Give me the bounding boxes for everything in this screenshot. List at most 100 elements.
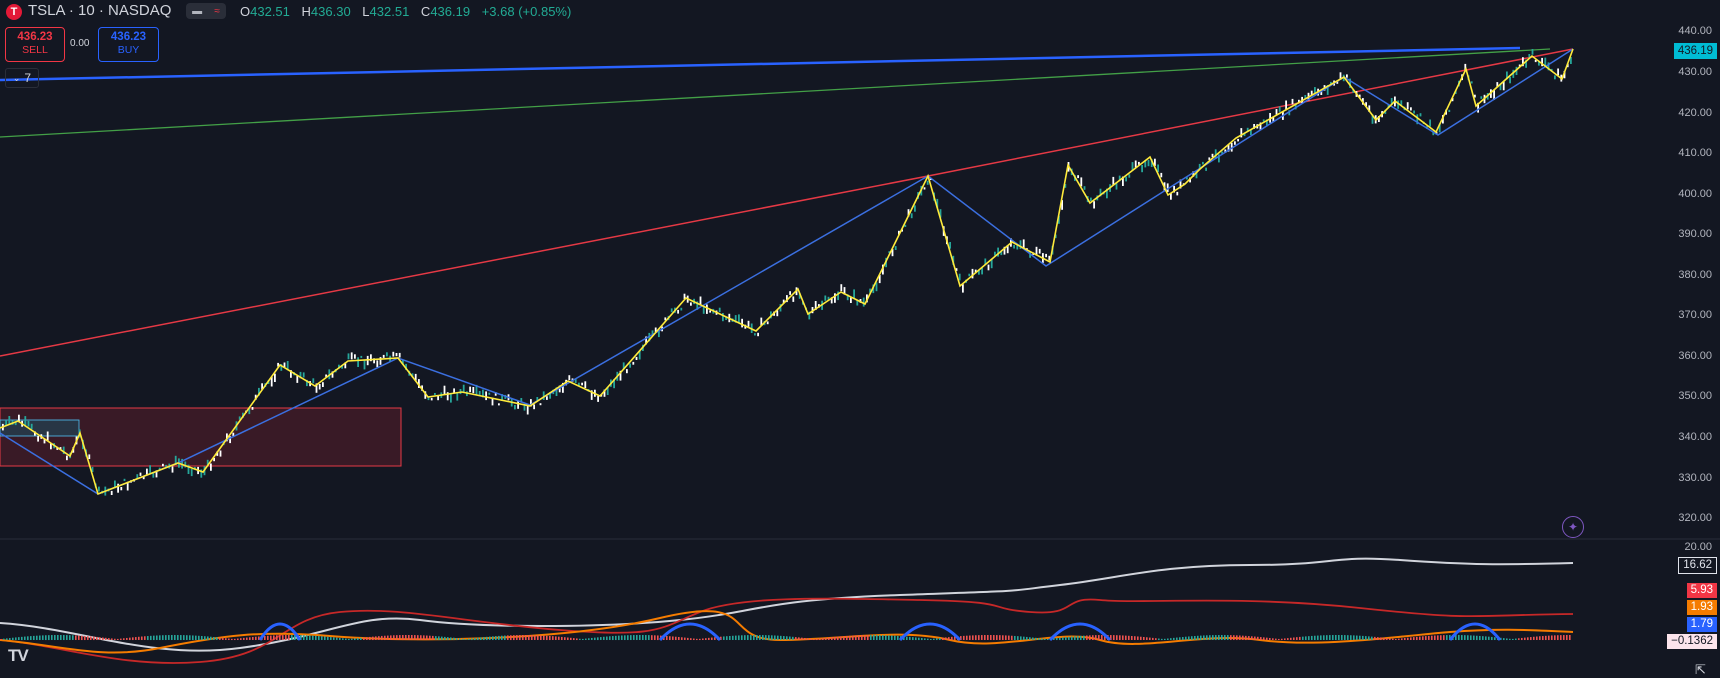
histogram-bar	[243, 637, 245, 640]
candle	[360, 355, 363, 358]
last-price-tag: 436.19	[1673, 43, 1717, 59]
candle	[142, 476, 145, 480]
candle	[1544, 57, 1547, 66]
histogram-bar	[390, 635, 392, 641]
histogram-bar	[456, 638, 458, 641]
histogram-bar	[591, 637, 593, 640]
histogram-bar	[231, 638, 233, 641]
candle	[123, 478, 126, 481]
candle	[1118, 175, 1121, 182]
momentum-bump	[658, 622, 722, 642]
blue-trendline[interactable]	[0, 46, 1521, 82]
candle	[280, 364, 283, 371]
buy-price: 436.23	[110, 31, 147, 43]
yellow-zigzag-line[interactable]	[0, 48, 1574, 496]
histogram-bar	[1233, 635, 1235, 641]
change-value: +3.68 (+0.85%)	[481, 4, 572, 19]
histogram-bar	[1095, 635, 1097, 641]
hide-icon[interactable]: ▬	[192, 5, 203, 17]
histogram-bar	[1461, 635, 1463, 640]
candle	[808, 311, 811, 320]
candle	[8, 416, 11, 425]
candle	[670, 308, 673, 313]
candle	[1013, 244, 1015, 249]
histogram-bar	[822, 638, 824, 641]
candle	[1058, 215, 1060, 224]
candle	[1304, 95, 1307, 100]
candle	[738, 314, 740, 323]
candle	[347, 353, 350, 360]
histogram-bar	[1089, 635, 1091, 641]
histogram-bar	[375, 636, 377, 640]
histogram-bar	[1560, 635, 1562, 641]
histogram-bar	[327, 636, 329, 640]
histogram-bar	[1197, 635, 1199, 640]
candle	[395, 353, 398, 357]
histogram-bar	[978, 635, 980, 641]
symbol-title[interactable]: TSLA · 10 · NASDAQ	[28, 2, 172, 19]
candle	[722, 313, 724, 322]
candle	[1310, 90, 1313, 96]
green-trendline[interactable]	[0, 48, 1551, 138]
histogram-bar	[267, 635, 269, 640]
candle	[443, 385, 446, 394]
histogram-bar	[639, 635, 641, 641]
candle	[472, 387, 475, 394]
histogram-bar	[1503, 638, 1505, 641]
candle	[1173, 185, 1175, 193]
histogram-bar	[360, 637, 362, 640]
candle	[382, 354, 385, 358]
histogram-bar	[744, 635, 746, 640]
histogram-bar	[1071, 636, 1073, 641]
histogram-bar	[951, 636, 953, 641]
candle	[494, 392, 497, 396]
histogram-bar	[825, 637, 827, 640]
histogram-bar	[1542, 636, 1544, 641]
histogram-bar	[42, 635, 44, 640]
buy-button[interactable]: 436.23 BUY	[98, 27, 159, 62]
histogram-bar	[1455, 635, 1457, 641]
candle	[651, 330, 654, 334]
histogram-bar	[216, 637, 218, 640]
histogram-bar	[1557, 635, 1559, 641]
histogram-bar	[777, 635, 779, 640]
sell-button[interactable]: 436.23 SELL	[5, 27, 65, 62]
histogram-bar	[987, 635, 989, 641]
wave-icon[interactable]: ≈	[214, 5, 220, 17]
visibility-toggles[interactable]: ▬ ≈	[186, 3, 226, 19]
histogram-bar	[1002, 635, 1004, 640]
candle	[853, 289, 855, 299]
histogram-bar	[1065, 637, 1067, 641]
candle	[520, 398, 523, 403]
histogram-bar	[1311, 635, 1313, 641]
demand-zone-box[interactable]	[0, 407, 402, 467]
candle	[814, 301, 817, 310]
collapse-indicators-button[interactable]: ⌄ 7	[5, 68, 39, 88]
candle	[254, 394, 257, 400]
histogram-bar	[1230, 635, 1232, 641]
histogram-bar	[969, 635, 971, 641]
histogram-bar	[810, 638, 812, 641]
candle	[114, 480, 116, 489]
histogram-bar	[1206, 635, 1208, 641]
tradingview-logo-icon[interactable]: TV	[8, 646, 29, 665]
candle	[1170, 193, 1172, 200]
histogram-bar	[1158, 638, 1160, 641]
price-axis-label: 440.00	[1678, 25, 1712, 37]
histogram-bar	[1191, 636, 1193, 641]
sparkle-icon[interactable]: ✦	[1562, 516, 1584, 538]
histogram-bar	[1239, 635, 1241, 640]
red-trendline[interactable]	[0, 48, 1574, 357]
histogram-bar	[1347, 635, 1349, 640]
histogram-bar	[1176, 637, 1178, 640]
candle	[376, 360, 379, 368]
candle	[834, 293, 836, 303]
histogram-bar	[741, 635, 743, 641]
histogram-bar	[21, 636, 23, 641]
histogram-bar	[1431, 635, 1433, 640]
histogram-bar	[411, 635, 413, 641]
histogram-bar	[849, 635, 851, 641]
histogram-bar	[669, 636, 671, 641]
histogram-bar	[1083, 635, 1085, 641]
